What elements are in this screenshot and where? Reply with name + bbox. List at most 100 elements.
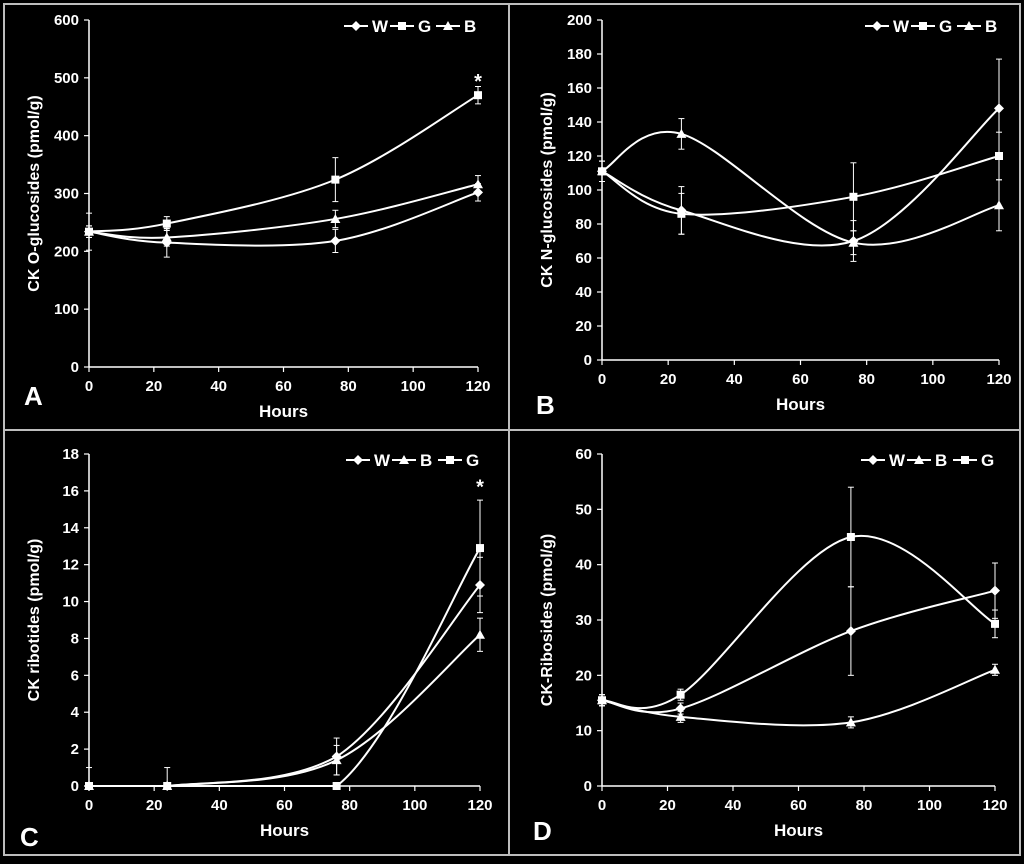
legend-label: W	[893, 17, 910, 36]
x-tick-label: 60	[275, 378, 292, 395]
x-axis-label: Hours	[260, 821, 309, 840]
series-line	[601, 534, 996, 710]
data-point	[994, 103, 1004, 114]
y-tick-label: 20	[575, 318, 592, 335]
data-point	[84, 226, 94, 236]
data-point	[330, 235, 341, 246]
x-tick-label: 80	[856, 797, 873, 814]
y-tick-label: 120	[567, 148, 592, 165]
legend-label: B	[935, 451, 947, 470]
x-tick-label: 60	[790, 797, 807, 814]
y-tick-label: 12	[62, 557, 79, 574]
x-tick-label: 80	[341, 797, 358, 814]
y-tick-label: 8	[71, 630, 79, 647]
legend-label: G	[981, 451, 994, 470]
series-line	[89, 634, 481, 788]
y-tick-label: 100	[567, 182, 592, 199]
y-tick-label: 30	[575, 612, 592, 629]
data-point	[85, 782, 93, 790]
series-w	[84, 183, 483, 258]
legend-marker	[964, 21, 974, 30]
legend-marker	[868, 455, 878, 465]
series-line	[88, 183, 479, 239]
y-axis-label: CK N-glucosides (pmol/g)	[539, 92, 556, 288]
data-point	[849, 192, 858, 201]
legend-label: G	[939, 17, 952, 36]
panel-label: C	[20, 822, 39, 852]
x-tick-label: 60	[276, 797, 293, 814]
x-tick-label: 120	[982, 797, 1007, 814]
legend-label: G	[466, 451, 479, 470]
x-tick-label: 20	[145, 378, 162, 395]
series-line	[88, 191, 479, 247]
y-tick-label: 200	[54, 243, 79, 260]
x-tick-label: 40	[210, 378, 227, 395]
series-line	[89, 584, 481, 788]
x-tick-label: 80	[858, 371, 875, 388]
data-point	[845, 626, 856, 637]
y-tick-label: 10	[62, 594, 79, 611]
data-point	[331, 175, 340, 184]
series-g	[85, 499, 484, 790]
data-point	[677, 209, 686, 218]
legend-marker	[351, 21, 361, 31]
y-tick-label: 50	[575, 501, 592, 518]
y-tick-label: 0	[584, 778, 592, 795]
data-point	[475, 629, 485, 639]
x-tick-label: 0	[598, 371, 606, 388]
series-line	[601, 107, 1000, 247]
legend-marker	[872, 21, 882, 31]
x-tick-label: 120	[467, 797, 492, 814]
y-tick-label: 0	[71, 778, 79, 795]
y-tick-label: 140	[567, 114, 592, 131]
legend-label: W	[372, 17, 389, 36]
data-point	[676, 128, 687, 138]
y-tick-label: 2	[71, 741, 79, 758]
series-w	[84, 556, 485, 791]
data-point	[473, 179, 483, 189]
y-tick-label: 60	[575, 250, 592, 267]
data-point	[331, 755, 342, 765]
y-tick-label: 80	[575, 216, 592, 233]
legend-label: G	[418, 17, 431, 36]
legend-label: W	[889, 451, 906, 470]
series-line	[601, 668, 996, 727]
chart-panel-b: 0 20 40 60 80 100 120 140 160 180 200 0 20 40 60 80 100 1…	[536, 12, 1012, 420]
data-point	[846, 533, 855, 541]
series-b	[84, 175, 483, 251]
data-point	[990, 664, 1000, 674]
series-b	[597, 663, 1000, 729]
panel-label: B	[536, 390, 555, 420]
x-axis-label: Hours	[774, 821, 823, 840]
y-tick-label: 14	[62, 520, 79, 537]
y-tick-label: 18	[62, 446, 79, 463]
series-g	[598, 131, 1003, 235]
series-line	[89, 547, 481, 788]
y-axis-label: CK ribotides (pmol/g)	[26, 539, 43, 702]
y-tick-label: 60	[575, 446, 592, 463]
y-tick-label: 16	[62, 483, 79, 500]
x-tick-label: 40	[726, 371, 743, 388]
data-point	[994, 200, 1004, 210]
y-tick-label: 40	[575, 557, 592, 574]
y-tick-label: 40	[575, 284, 592, 301]
legend-label: B	[985, 17, 997, 36]
data-point	[162, 219, 171, 228]
data-point	[676, 690, 685, 699]
data-point	[476, 544, 484, 553]
series-g	[598, 486, 999, 710]
y-tick-label: 200	[567, 12, 592, 29]
x-tick-label: 100	[401, 378, 426, 395]
y-tick-label: 6	[71, 667, 79, 684]
y-tick-label: 4	[71, 704, 80, 721]
panel-label: D	[533, 816, 552, 846]
x-tick-label: 20	[146, 797, 163, 814]
y-axis-label: CK-Ribosides (pmol/g)	[539, 534, 556, 706]
data-point	[848, 237, 859, 247]
data-point	[161, 232, 172, 242]
